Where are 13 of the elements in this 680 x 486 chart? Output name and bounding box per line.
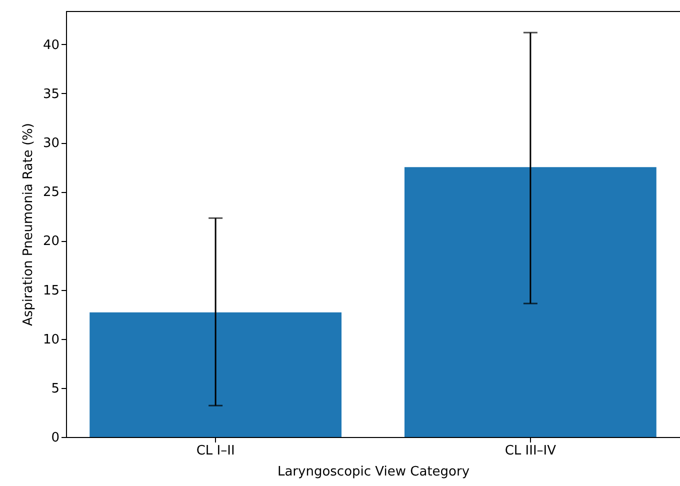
y-tick-label: 40 <box>42 38 60 53</box>
x-tick-label: CL I–II <box>196 444 235 458</box>
y-tick-label: 5 <box>51 381 60 396</box>
y-tick-label: 25 <box>42 185 60 200</box>
y-tick-label: 0 <box>51 430 60 446</box>
y-tick-label: 20 <box>42 234 60 250</box>
y-axis-title: Aspiration Pneumonia Rate (%) <box>20 123 36 326</box>
y-tick-label: 10 <box>42 332 60 348</box>
y-tick-label: 30 <box>42 136 60 152</box>
y-tick-label: 35 <box>42 86 60 102</box>
y-tick-label: 15 <box>42 283 60 298</box>
x-axis-title: Laryngoscopic View Category <box>277 464 470 480</box>
x-tick-label: CL III–IV <box>504 444 556 458</box>
